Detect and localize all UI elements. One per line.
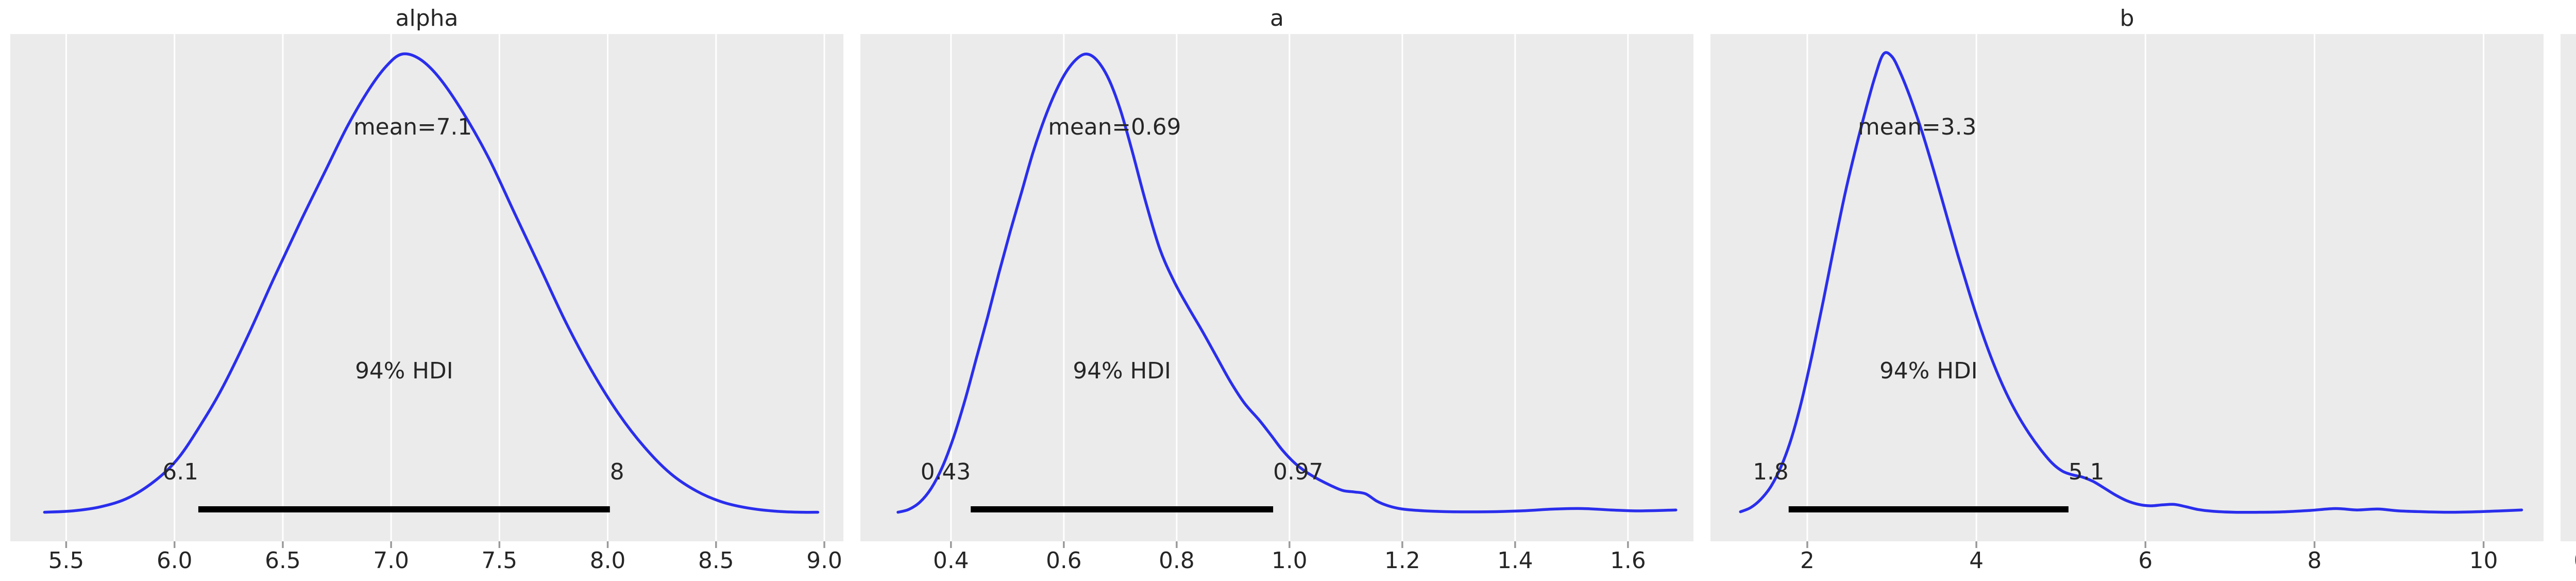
x-tick-label: 2 [1800,547,1815,574]
panel-title: b [2120,5,2134,31]
kde-plot-r: 0.240.260.280.300.320.250.394% HDImean=0… [2561,34,2576,574]
kde-curve [43,52,820,514]
hdi-upper-label: 0.97 [1273,459,1323,485]
x-tick-label: 0.6 [1046,547,1082,574]
panel-title: a [1270,5,1284,31]
subplot-alpha: alpha 5.5 6.0 6.5 7.0 7.5 8.0 8.5 9.0 6.1 8 94% HD… [10,0,843,581]
kde-curve [1739,51,2523,514]
x-tick-label: 10 [2469,547,2498,574]
x-tick-label: 0.24 [2574,547,2576,574]
mean-label: mean=7.1 [353,114,472,140]
x-tick-label: 9.0 [806,547,842,574]
panel-title: alpha [395,5,459,31]
subplot-b: b 2 4 6 8 10 1.8 5.1 94% HDI mean=3.3 [1710,0,2544,581]
x-tick-label: 7.5 [482,547,518,574]
plot-area-background [1710,34,2544,541]
x-tick-label: 1.0 [1272,547,1308,574]
x-tick-label: 6.0 [157,547,193,574]
mean-label: mean=0.69 [1048,114,1181,140]
subplot-r: r 0.240.260.280.300.320.250.394% HDImean… [2561,0,2576,581]
hdi-upper-label: 8 [610,459,624,485]
x-tick-label: 4 [1969,547,1984,574]
x-tick-label: 8.5 [698,547,734,574]
hdi-upper-label: 5.1 [2069,459,2105,485]
plot-area-background [2561,34,2576,541]
plot-area-background [860,34,1693,541]
hdi-interval-label: 94% HDI [355,358,453,384]
mean-label: mean=3.3 [1858,114,1976,140]
hdi-lower-label: 6.1 [162,459,198,485]
x-tick-label: 1.4 [1497,547,1533,574]
kde-plot-a: 0.4 0.6 0.8 1.0 1.2 1.4 1.6 0.43 0.97 94% HDI mean… [860,34,1693,574]
x-tick-label: 6.5 [265,547,301,574]
hdi-lower-label: 1.8 [1753,459,1789,485]
x-tick-label: 1.6 [1610,547,1646,574]
x-tick-label: 6 [2138,547,2153,574]
panel-title: r [2561,0,2576,34]
x-tick-label: 8 [2308,547,2322,574]
x-tick-label: 0.8 [1159,547,1195,574]
x-tick-label: 1.2 [1384,547,1420,574]
x-tick-label: 5.5 [48,547,84,574]
kde-plot-alpha: 5.5 6.0 6.5 7.0 7.5 8.0 8.5 9.0 6.1 8 94% HDI mean=… [10,34,843,574]
hdi-lower-label: 0.43 [921,459,971,485]
x-tick-label: 7.0 [373,547,409,574]
x-tick-label: 8.0 [590,547,626,574]
subplot-a: a 0.4 0.6 0.8 1.0 1.2 1.4 1.6 0.43 0.97 94% HDI me… [860,0,1693,581]
x-tick-label: 0.4 [933,547,969,574]
hdi-interval-label: 94% HDI [1879,358,1978,384]
plot-area-background [10,34,843,541]
kde-curve [896,53,1677,514]
kde-plot-b: 2 4 6 8 10 1.8 5.1 94% HDI mean=3.3 [1710,34,2544,574]
hdi-interval-label: 94% HDI [1073,358,1171,384]
